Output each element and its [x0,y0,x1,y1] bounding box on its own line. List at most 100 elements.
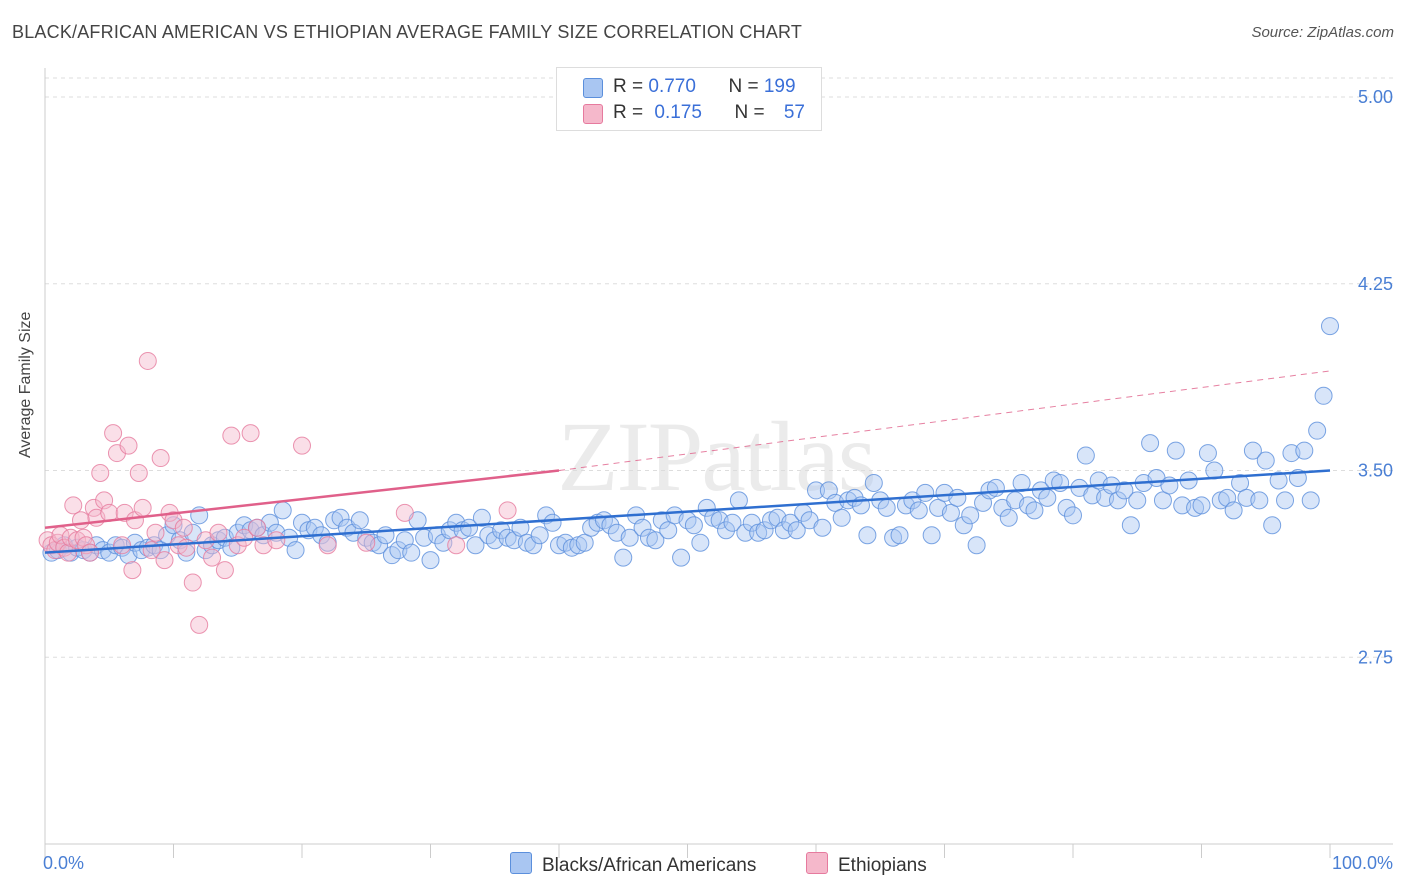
point-ethiopians [104,424,123,443]
point-blacks [286,541,305,560]
point-ethiopians [190,615,209,634]
point-ethiopians [241,424,260,443]
legend-swatch-pink [583,104,603,124]
point-blacks [672,548,691,567]
point-blacks [1198,444,1217,463]
point-blacks [1057,498,1076,517]
point-blacks [1141,434,1160,453]
point-blacks [1224,501,1243,520]
point-blacks [717,521,736,540]
point-ethiopians [209,523,228,542]
point-ethiopians [80,543,99,562]
point-blacks [807,481,825,500]
x-tick-label-min: 0.0% [43,853,84,873]
point-blacks [858,526,877,545]
point-ethiopians [174,518,193,537]
point-blacks [273,501,292,520]
point-blacks [1276,491,1295,510]
point-ethiopians [155,551,174,570]
x-tick-label-max: 100.0% [1332,853,1393,873]
point-ethiopians [74,528,93,547]
point-ethiopians [164,511,183,530]
legend-r-value: 0.770 [648,76,696,97]
legend-n-value: 57 [783,102,805,123]
trend-extension-ethiopians [558,370,1331,471]
point-blacks [986,478,1005,497]
bottom-legend-blacks: Blacks/African Americans [510,852,756,877]
point-ethiopians [203,548,222,567]
point-blacks [961,506,980,525]
point-blacks [755,521,774,540]
legend-text: R = 0.175 N = 57 [613,102,805,124]
y-tick-label: 3.50 [1358,461,1393,481]
point-ethiopians [138,351,157,370]
point-blacks [402,543,421,562]
point-ethiopians [129,463,148,482]
point-blacks [1115,481,1134,500]
point-ethiopians [64,496,83,515]
point-blacks [736,523,755,542]
point-ethiopians [248,518,267,537]
point-blacks [1166,441,1185,460]
legend-r-label: R = [613,76,649,97]
y-tick-label: 2.75 [1358,647,1393,667]
bottom-legend-ethiopians: Ethiopians [806,852,927,877]
legend-r-label: R = [613,102,649,123]
bottom-legend-swatch-pink [806,852,828,874]
point-ethiopians [357,533,376,552]
point-ethiopians [177,538,196,557]
point-ethiopians [183,573,202,592]
point-blacks [543,513,562,532]
point-ethiopians [222,426,241,445]
point-blacks [890,526,909,545]
point-blacks [331,508,350,527]
chart-title: BLACK/AFRICAN AMERICAN VS ETHIOPIAN AVER… [12,22,803,42]
point-blacks [723,513,742,532]
point-ethiopians [119,436,138,455]
point-blacks [1038,488,1057,507]
point-blacks [691,533,710,552]
point-ethiopians [115,503,134,522]
point-blacks [1269,471,1288,490]
point-blacks [1192,496,1211,515]
point-blacks [466,536,485,555]
point-ethiopians [447,536,466,555]
point-blacks [1256,451,1275,470]
legend-swatch-blue [583,78,603,98]
point-blacks [774,521,793,540]
trend-line-blacks [44,469,1331,554]
point-blacks [864,473,883,492]
point-blacks [1128,491,1147,510]
trend-line-ethiopians [44,469,560,530]
bottom-legend-swatch-blue [510,852,532,874]
point-blacks [1314,386,1333,405]
point-blacks [1108,491,1127,510]
point-blacks [472,508,491,527]
point-ethiopians [395,503,414,522]
point-blacks [1243,441,1262,460]
point-blacks [781,513,800,532]
point-blacks [620,528,639,547]
legend-n-label: N = [728,76,764,97]
point-blacks [1121,516,1140,535]
point-blacks [1076,446,1095,465]
point-blacks [1064,506,1082,525]
point-ethiopians [318,536,337,555]
point-blacks [1308,421,1327,440]
point-blacks [1153,491,1172,510]
point-blacks [697,498,716,517]
y-tick-label: 4.25 [1358,274,1393,294]
point-blacks [967,536,986,555]
point-ethiopians [133,498,152,517]
point-blacks [350,511,369,530]
point-blacks [1231,473,1250,492]
point-blacks [646,531,665,550]
point-blacks [813,518,832,537]
point-blacks [421,551,440,570]
point-blacks [832,508,851,527]
point-blacks [954,516,973,535]
legend-r-value: 0.175 [654,102,702,123]
point-blacks [916,483,935,502]
point-ethiopians [267,531,286,550]
